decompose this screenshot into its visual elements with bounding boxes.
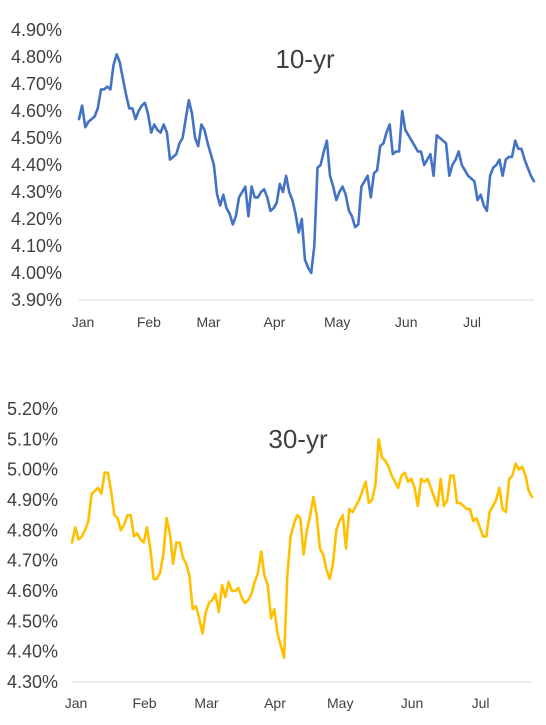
y-tick-label: 5.00%	[7, 460, 58, 480]
y-tick-label: 4.80%	[11, 47, 62, 67]
y-tick-label: 3.90%	[11, 290, 62, 310]
chart-30yr: 5.20% 5.10% 5.00% 4.90% 4.80% 4.70% 4.60% 4.50%…	[7, 399, 534, 711]
x-tick-label: May	[327, 695, 353, 711]
x-tick-label: Apr	[264, 695, 286, 711]
x-tick-label: Jun	[401, 695, 424, 711]
x-tick-label: Jul	[463, 314, 481, 330]
x-tick-label: Jan	[65, 695, 88, 711]
y-tick-label: 4.10%	[11, 236, 62, 256]
y-tick-label: 4.90%	[11, 20, 62, 40]
y-tick-label: 4.30%	[7, 672, 58, 692]
y-tick-label: 4.60%	[11, 101, 62, 121]
x-tick-label: Jan	[72, 314, 95, 330]
chart-title: 10-yr	[275, 44, 335, 74]
x-tick-label: May	[324, 314, 350, 330]
series-line	[70, 437, 534, 660]
y-tick-label: 4.40%	[7, 642, 58, 662]
y-tick-label: 4.50%	[11, 128, 62, 148]
y-tick-label: 4.20%	[11, 209, 62, 229]
y-tick-label: 4.80%	[7, 520, 58, 540]
x-tick-label: Jul	[472, 695, 490, 711]
x-tick-label: Apr	[264, 314, 286, 330]
series-line	[77, 52, 536, 275]
y-tick-label: 4.00%	[11, 263, 62, 283]
y-tick-label: 4.40%	[11, 155, 62, 175]
y-tick-label: 5.10%	[7, 429, 58, 449]
x-tick-label: Feb	[137, 314, 161, 330]
chart-10yr: 4.90% 4.80% 4.70% 4.60% 4.50% 4.40% 4.30% 4.20%…	[11, 20, 536, 330]
x-tick-label: Mar	[194, 695, 218, 711]
y-tick-label: 4.60%	[7, 581, 58, 601]
y-tick-label: 4.70%	[7, 551, 58, 571]
y-tick-label: 4.50%	[7, 611, 58, 631]
y-tick-label: 4.30%	[11, 182, 62, 202]
x-tick-label: Feb	[132, 695, 156, 711]
y-tick-label: 4.70%	[11, 74, 62, 94]
y-tick-label: 4.90%	[7, 490, 58, 510]
y-tick-label: 5.20%	[7, 399, 58, 419]
x-tick-label: Jun	[395, 314, 418, 330]
chart-title: 30-yr	[268, 424, 328, 454]
x-tick-label: Mar	[196, 314, 220, 330]
